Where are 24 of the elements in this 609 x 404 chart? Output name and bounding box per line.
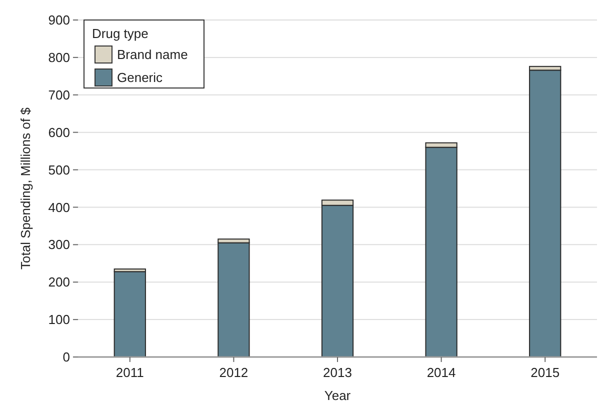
legend-label: Generic <box>117 70 164 85</box>
y-tick-label: 100 <box>48 312 70 328</box>
x-tick-label: 2015 <box>530 365 560 380</box>
x-tick-label: 2012 <box>219 365 248 380</box>
y-tick-label: 200 <box>48 274 70 290</box>
bar <box>114 271 146 358</box>
x-tick-label: 2013 <box>323 365 352 380</box>
legend-title: Drug type <box>92 26 148 41</box>
bar <box>529 70 562 358</box>
x-tick-label: 2014 <box>426 365 456 380</box>
y-tick-label: 600 <box>48 124 70 140</box>
x-tick-label: 2011 <box>116 365 144 380</box>
y-tick-label: 800 <box>48 50 70 65</box>
y-axis-title: Total Spending, Millions of $ <box>18 106 33 270</box>
bar <box>218 242 250 358</box>
y-tick-label: 500 <box>48 162 70 178</box>
y-tick-label: 900 <box>48 12 70 28</box>
y-tick-label: 400 <box>48 200 70 215</box>
y-tick-label: 700 <box>48 87 70 102</box>
x-axis-title: Year <box>324 388 352 403</box>
y-tick-label: 0 <box>62 350 70 365</box>
legend-label: Brand name <box>117 47 188 62</box>
bar <box>425 146 458 358</box>
y-tick-label: 300 <box>48 237 70 252</box>
